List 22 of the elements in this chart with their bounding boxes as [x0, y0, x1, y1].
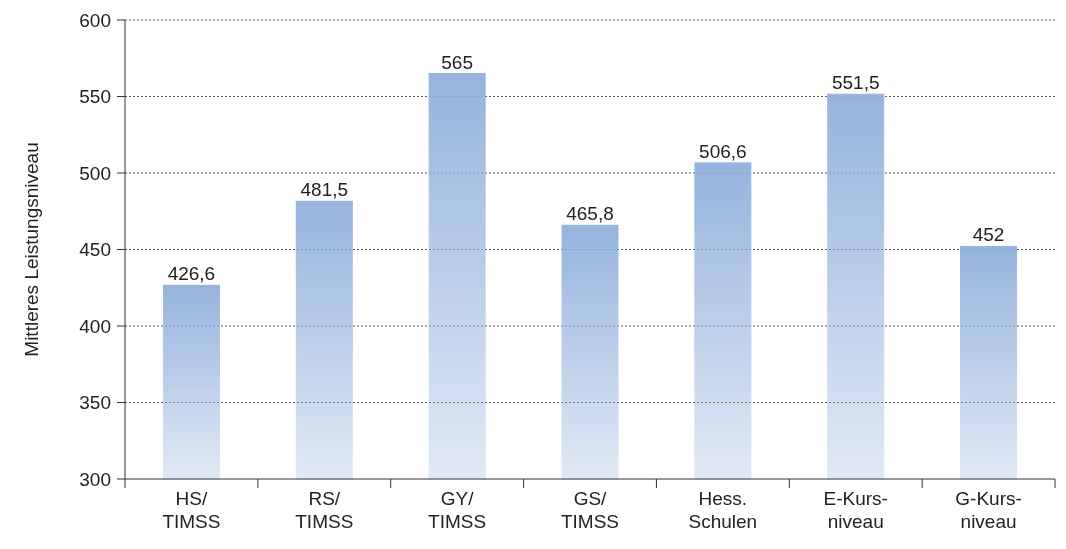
x-tick-label: GY/ TIMSS — [428, 488, 487, 532]
x-tick-label: RS/ TIMSS — [295, 488, 354, 532]
x-tick-label: E-Kurs- niveau — [823, 488, 888, 532]
data-label: 426,6 — [167, 263, 216, 285]
x-tick-label: Hess. Schulen — [688, 488, 758, 532]
x-tick-label: HS/ TIMSS — [162, 488, 221, 532]
y-tick-label: 500 — [79, 162, 111, 184]
y-tick-label: 400 — [79, 315, 111, 337]
y-tick-label: 300 — [79, 468, 111, 490]
data-label: 452 — [972, 224, 1005, 246]
y-axis-title: Mittleres Leistungsniveau — [21, 142, 42, 357]
data-label: 506,6 — [699, 140, 747, 162]
data-label: 481,5 — [300, 179, 349, 201]
data-label: 465,8 — [566, 203, 614, 225]
y-tick-label: 350 — [79, 392, 111, 414]
x-tick-label: G-Kurs- niveau — [955, 488, 1022, 532]
y-tick-label: 600 — [79, 9, 111, 31]
data-label: 565 — [441, 51, 473, 73]
y-tick-label: 450 — [79, 239, 111, 261]
data-label: 551,5 — [831, 72, 880, 94]
x-tick-label: GS/ TIMSS — [560, 488, 620, 532]
y-tick-label: 550 — [79, 86, 111, 108]
